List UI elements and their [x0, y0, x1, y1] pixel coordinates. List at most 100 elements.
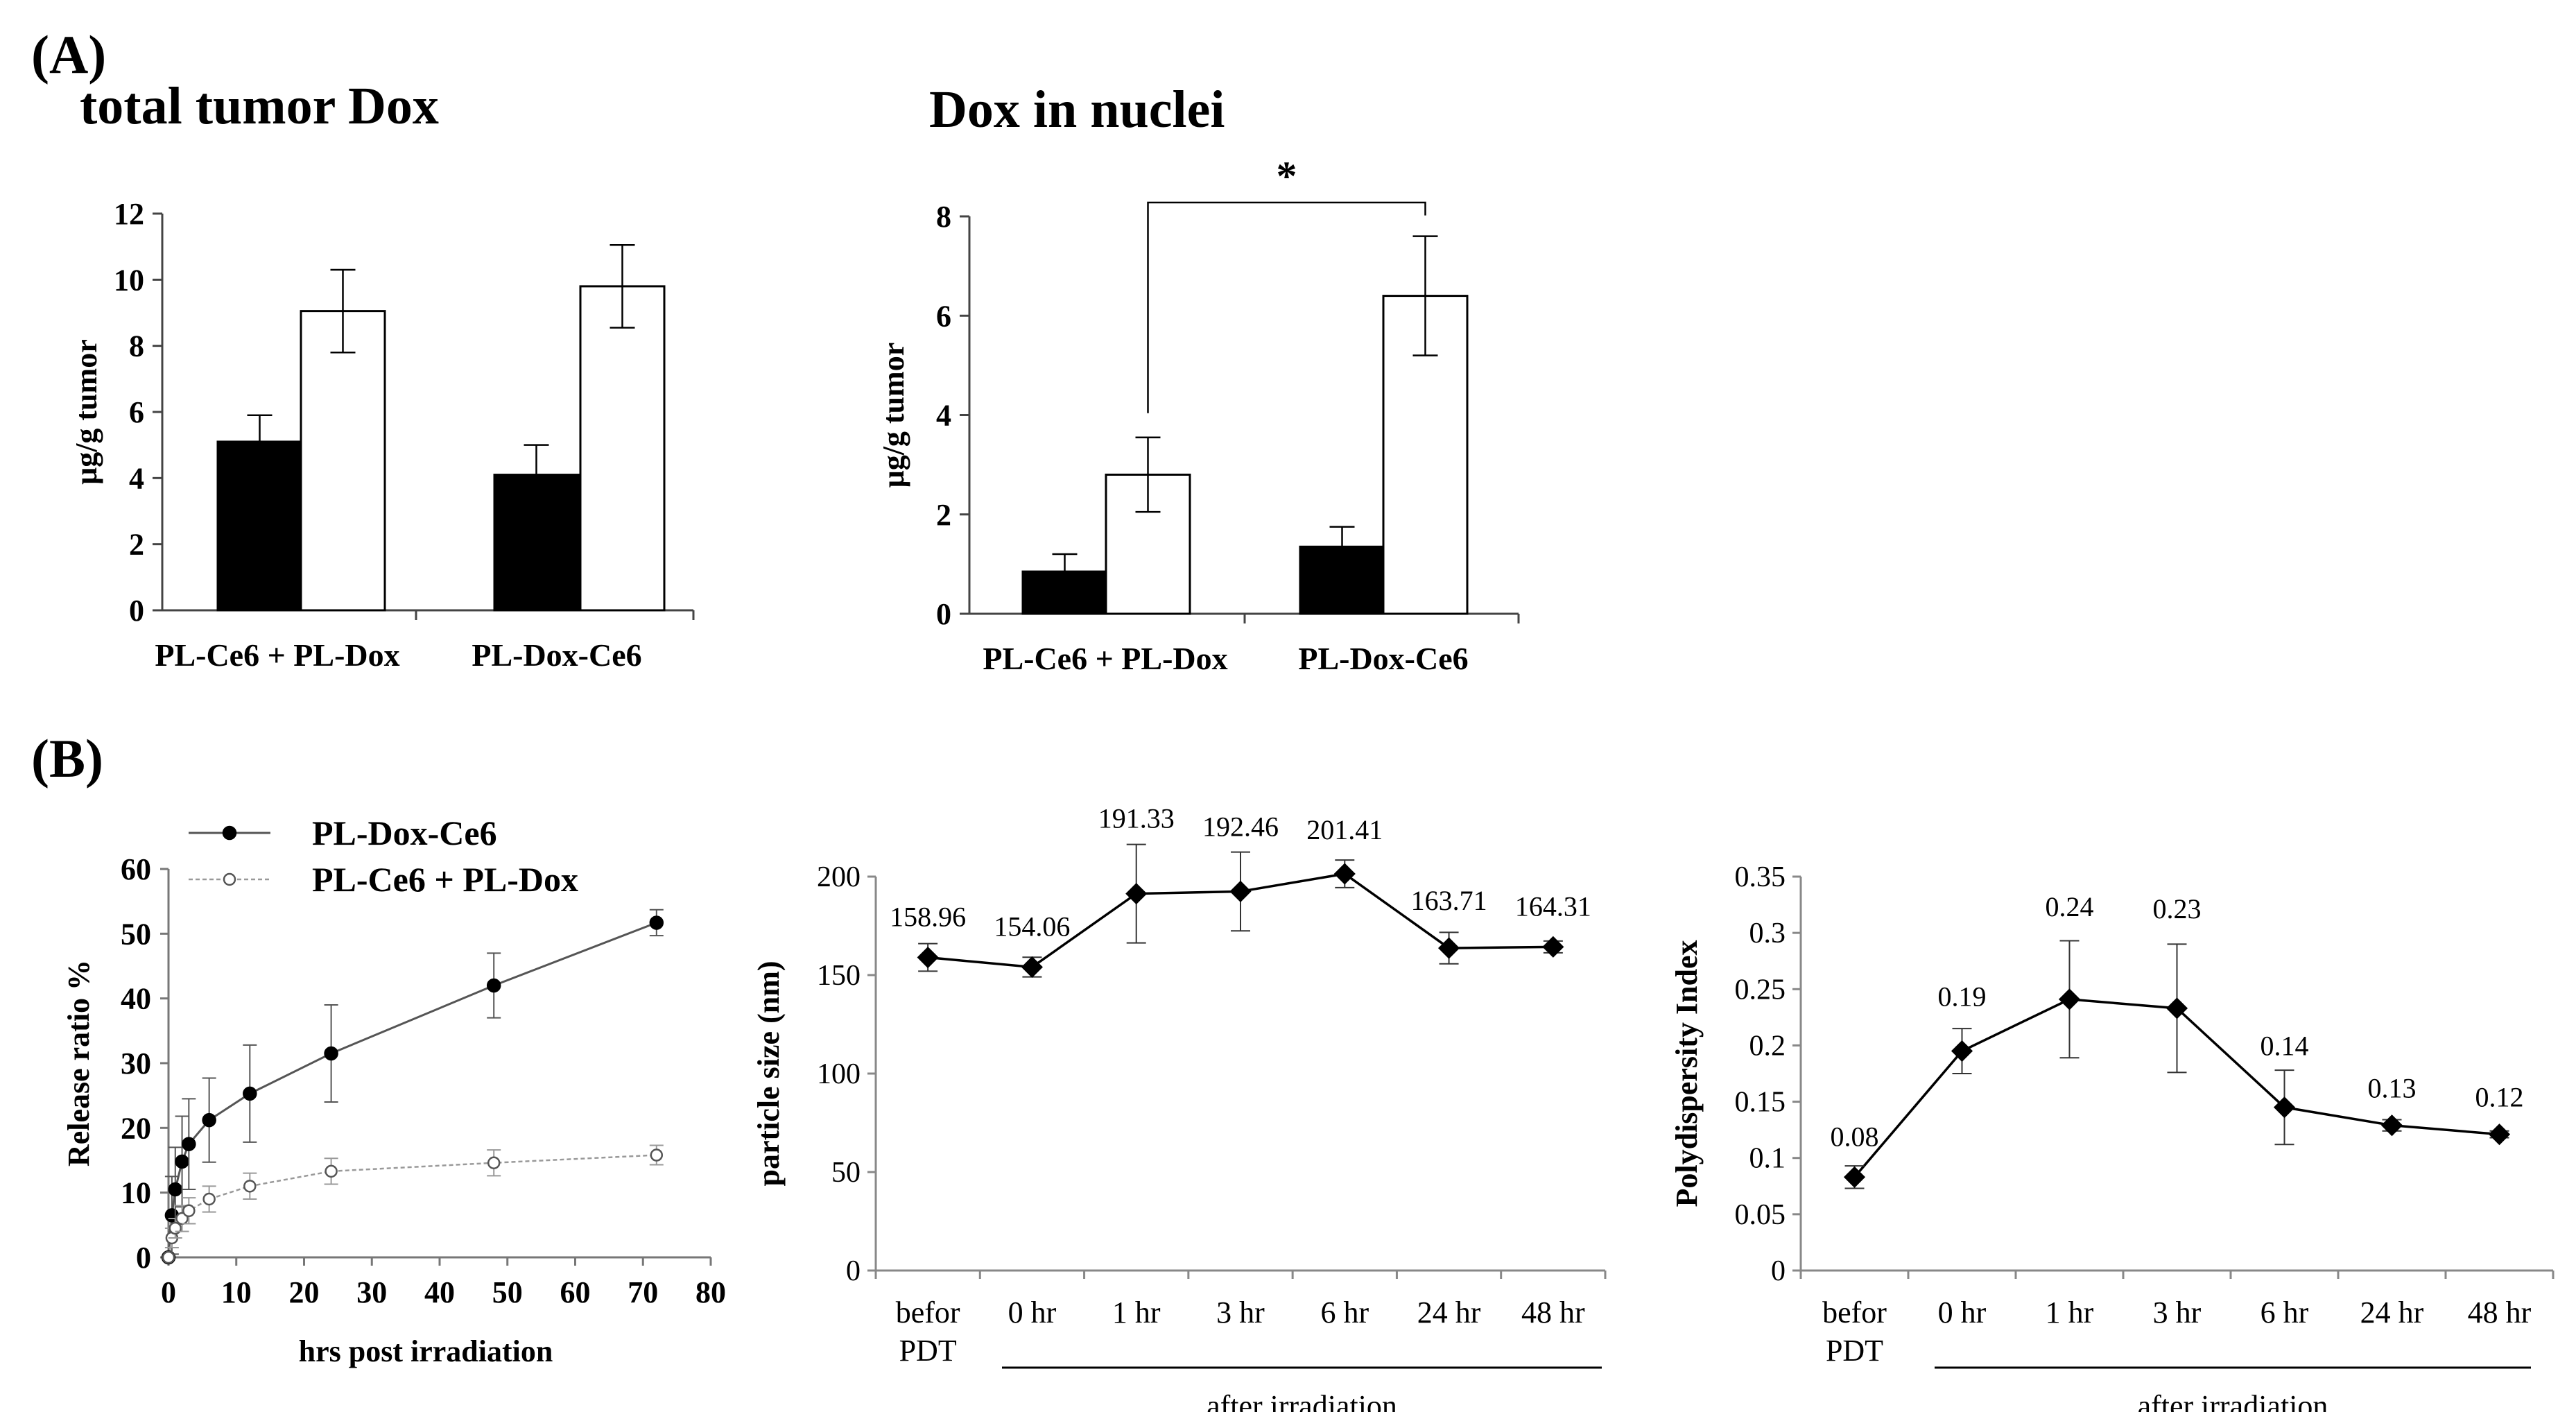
- category-label: PL-Dox-Ce6: [1298, 641, 1468, 676]
- legend-label: PL-Ce6 + PL-Dox: [312, 860, 578, 899]
- x-tick-label: 60: [560, 1275, 591, 1309]
- data-point: [1021, 956, 1043, 979]
- data-label: 0.24: [2046, 891, 2094, 922]
- y-axis-label: μg/g tumor: [876, 343, 910, 488]
- bar-black: [216, 440, 303, 612]
- y-tick-label: 6: [936, 299, 951, 333]
- y-tick-label: 12: [114, 197, 144, 231]
- data-point: [168, 1182, 183, 1197]
- y-tick-label: 0.15: [1735, 1087, 1786, 1119]
- x-category-label: 1 hr: [1112, 1295, 1161, 1329]
- x-category-label: 24 hr: [2360, 1295, 2424, 1329]
- chart-release-ratio: 0 10 20 30 40 50 60 0 10 20 30 40 50 60 70 80 hrs post i…: [62, 813, 726, 1368]
- data-label: 0.08: [1831, 1121, 1879, 1152]
- significance-bracket: [1147, 201, 1426, 413]
- x-category-label: 6 hr: [1320, 1295, 1369, 1329]
- y-tick-label: 0: [1771, 1255, 1786, 1287]
- y-tick-label: 0.25: [1735, 974, 1786, 1006]
- data-point: [1438, 937, 1460, 959]
- data-point: [182, 1137, 196, 1151]
- bar-white: [579, 285, 666, 612]
- y-tick-label: 4: [936, 399, 951, 433]
- x-category-label: 3 hr: [2153, 1295, 2202, 1329]
- data-label: 164.31: [1515, 890, 1591, 922]
- y-tick-label: 50: [121, 917, 151, 951]
- data-point: [2058, 988, 2081, 1010]
- chart-total-tumor-dox: total tumor Dox 0 2 4 6 8 10 12 μg/g tumor PL-Ce6…: [69, 77, 695, 673]
- x-category-label: 6 hr: [2261, 1295, 2309, 1329]
- group-label: after irradiation: [1207, 1389, 1397, 1412]
- y-tick-label: 30: [121, 1047, 151, 1080]
- data-point: [243, 1180, 257, 1193]
- data-point: [2488, 1123, 2511, 1146]
- panel-label-b: (B): [31, 728, 103, 789]
- x-category-label: 48 hr: [2468, 1295, 2532, 1329]
- y-tick-label: 10: [121, 1176, 151, 1210]
- y-tick-label: 50: [831, 1157, 861, 1189]
- x-category-label: befor: [896, 1295, 960, 1329]
- data-point: [650, 1148, 664, 1162]
- y-tick-label: 0: [936, 597, 951, 631]
- group-label: after irradiation: [2138, 1389, 2328, 1412]
- data-point: [649, 915, 664, 930]
- x-tick-label: 80: [695, 1275, 726, 1309]
- x-category-label: 48 hr: [1521, 1295, 1585, 1329]
- y-tick-label: 60: [121, 852, 151, 886]
- data-point: [325, 1164, 338, 1178]
- y-tick-label: 8: [936, 200, 951, 234]
- legend-marker: [222, 825, 237, 841]
- data-label: 0.23: [2153, 893, 2202, 924]
- data-point: [202, 1112, 216, 1128]
- x-category-label: PDT: [1826, 1334, 1883, 1368]
- significance-star: *: [1277, 153, 1297, 199]
- x-tick-label: 50: [492, 1275, 523, 1309]
- data-point: [175, 1154, 189, 1169]
- x-category-label: befor: [1822, 1295, 1887, 1329]
- x-tick-label: 10: [221, 1275, 252, 1309]
- y-tick-label: 4: [129, 461, 144, 495]
- data-label: 191.33: [1098, 803, 1175, 834]
- data-label: 163.71: [1411, 885, 1487, 916]
- y-tick-label: 20: [121, 1111, 151, 1145]
- data-label: 0.13: [2368, 1073, 2417, 1104]
- category-label: PL-Ce6 + PL-Dox: [155, 637, 399, 673]
- series-line-pl-dox-ce6: [167, 922, 657, 1258]
- data-point: [182, 1204, 196, 1218]
- data-point: [162, 1250, 175, 1264]
- y-tick-label: 40: [121, 982, 151, 1016]
- data-point: [202, 1192, 216, 1206]
- x-tick-label: 30: [356, 1275, 387, 1309]
- chart-title: total tumor Dox: [80, 77, 439, 135]
- x-category-label: 1 hr: [2046, 1295, 2094, 1329]
- data-point: [2273, 1096, 2296, 1119]
- y-tick-label: 10: [114, 263, 144, 297]
- y-tick-label: 0: [136, 1241, 151, 1275]
- data-point: [486, 978, 501, 993]
- y-axis-label: μg/g tumor: [69, 339, 103, 484]
- y-tick-label: 0: [846, 1255, 861, 1287]
- y-tick-label: 0.35: [1735, 861, 1786, 893]
- x-tick-label: 20: [289, 1275, 320, 1309]
- chart-title: Dox in nuclei: [929, 80, 1225, 139]
- data-point: [1843, 1166, 1866, 1188]
- panel-label-a: (A): [31, 24, 106, 85]
- x-axis-label: hrs post irradiation: [299, 1334, 553, 1368]
- y-axis-label: particle size (nm): [752, 961, 786, 1187]
- data-point: [1229, 880, 1252, 902]
- data-point: [324, 1046, 338, 1061]
- y-tick-label: 200: [817, 861, 861, 893]
- data-label: 158.96: [890, 902, 966, 933]
- y-tick-label: 0: [129, 594, 144, 628]
- category-label: PL-Dox-Ce6: [472, 637, 641, 673]
- y-tick-label: 100: [817, 1058, 861, 1090]
- x-category-label: 24 hr: [1417, 1295, 1481, 1329]
- data-label: 0.19: [1938, 981, 1987, 1013]
- y-tick-label: 8: [129, 329, 144, 363]
- data-label: 192.46: [1202, 811, 1279, 842]
- data-point: [1542, 936, 1564, 958]
- data-point: [1125, 883, 1148, 905]
- chart-polydispersity-index: 0 0.05 0.1 0.15 0.2 0.25 0.3 0.35 befor PDT 0 hr 1 …: [1670, 861, 2555, 1412]
- y-tick-label: 150: [817, 960, 861, 992]
- category-label: PL-Ce6 + PL-Dox: [983, 641, 1227, 676]
- legend-label: PL-Dox-Ce6: [312, 813, 497, 852]
